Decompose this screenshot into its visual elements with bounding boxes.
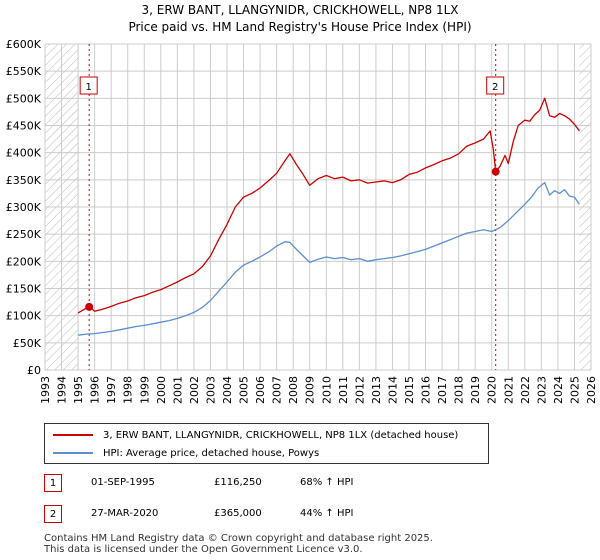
property-price-line — [77, 97, 580, 314]
y-tick-label: £350K — [6, 174, 42, 187]
x-tick-label: 2023 — [535, 376, 548, 404]
x-tick-label: 2007 — [271, 376, 284, 404]
sale-price: £116,250 — [214, 477, 262, 488]
x-tick-label: 1999 — [138, 376, 151, 404]
x-tick-label: 2002 — [188, 376, 201, 404]
x-tick-label: 1993 — [39, 376, 52, 404]
x-tick-label: 2001 — [171, 376, 184, 404]
y-tick-label: £250K — [6, 228, 42, 241]
y-tick-label: £0 — [27, 364, 41, 377]
legend-label-property: 3, ERW BANT, LLANGYNIDR, CRICKHOWELL, NP… — [103, 429, 459, 441]
x-tick-label: 2012 — [353, 376, 366, 404]
sale-number-badge: 2 — [44, 505, 62, 523]
x-tick-label: 2005 — [238, 376, 251, 404]
sale-point — [85, 302, 94, 311]
x-tick-label: 2000 — [155, 376, 168, 404]
sale-row-1: 1 01-SEP-1995 £116,250 68% ↑ HPI — [44, 474, 464, 494]
x-tick-label: 2015 — [403, 376, 416, 404]
sale-date: 01-SEP-1995 — [91, 477, 155, 488]
sale-date: 27-MAR-2020 — [91, 508, 159, 519]
sale-hpi-change: 44% ↑ HPI — [300, 508, 354, 519]
sale-marker-box — [79, 76, 98, 95]
legend-item-hpi: HPI: Average price, detached house, Powy… — [53, 444, 319, 462]
legend-swatch-hpi — [53, 452, 93, 454]
x-tick-label: 2009 — [304, 376, 317, 404]
sale-point — [491, 167, 500, 176]
x-tick-label: 2026 — [585, 376, 598, 404]
legend-label-hpi: HPI: Average price, detached house, Powy… — [103, 447, 320, 459]
x-tick-label: 1996 — [89, 376, 102, 404]
legend-swatch-property — [53, 434, 93, 436]
x-tick-label: 2018 — [453, 376, 466, 404]
y-tick-label: £150K — [6, 283, 42, 296]
x-tick-label: 2025 — [568, 376, 581, 404]
x-tick-label: 2013 — [370, 376, 383, 404]
x-tick-label: 2003 — [204, 376, 217, 404]
x-tick-label: 2004 — [221, 376, 234, 404]
sale-marker-label: 2 — [492, 82, 498, 93]
x-tick-label: 2020 — [486, 376, 499, 404]
x-tick-label: 2014 — [386, 376, 399, 404]
x-tick-label: 2010 — [320, 376, 333, 404]
x-tick-label: 2022 — [519, 376, 532, 404]
legend: 3, ERW BANT, LLANGYNIDR, CRICKHOWELL, NP… — [44, 423, 489, 464]
legend-item-property: 3, ERW BANT, LLANGYNIDR, CRICKHOWELL, NP… — [53, 426, 458, 444]
x-tick-label: 1995 — [72, 376, 85, 404]
sale-marker-label: 1 — [85, 82, 91, 93]
y-tick-label: £50K — [13, 337, 42, 350]
x-tick-label: 2017 — [436, 376, 449, 404]
y-tick-label: £100K — [6, 310, 42, 323]
x-tick-label: 1998 — [122, 376, 135, 404]
x-tick-label: 2021 — [502, 376, 515, 404]
footer-copyright: Contains HM Land Registry data © Crown c… — [44, 533, 433, 544]
sale-row-2: 2 27-MAR-2020 £365,000 44% ↑ HPI — [44, 505, 464, 525]
chart-title: 3, ERW BANT, LLANGYNIDR, CRICKHOWELL, NP… — [141, 3, 459, 17]
x-tick-label: 2016 — [420, 376, 433, 404]
hpi-line — [78, 181, 580, 336]
y-tick-label: £600K — [6, 38, 42, 51]
x-tick-label: 2019 — [469, 376, 482, 404]
sale-hpi-change: 68% ↑ HPI — [300, 477, 354, 488]
y-tick-label: £300K — [6, 201, 42, 214]
y-tick-label: £200K — [6, 255, 42, 268]
y-tick-label: £500K — [6, 92, 42, 105]
y-tick-label: £550K — [6, 65, 42, 78]
chart-subtitle: Price paid vs. HM Land Registry's House … — [128, 20, 472, 34]
x-tick-label: 2006 — [254, 376, 267, 404]
sale-number-badge: 1 — [44, 474, 62, 492]
x-tick-label: 2008 — [287, 376, 300, 404]
y-tick-label: £450K — [6, 120, 42, 133]
price-chart: £0 £50K £100K £150K £200K £250K £300K £350K £400… — [6, 38, 598, 404]
sale-marker-box — [486, 76, 505, 95]
sale-price: £365,000 — [214, 508, 262, 519]
x-tick-label: 1994 — [56, 376, 69, 404]
x-tick-label: 1997 — [105, 376, 118, 404]
y-tick-label: £400K — [6, 147, 42, 160]
x-tick-label: 2011 — [337, 376, 350, 404]
footer-licence: This data is licensed under the Open Gov… — [44, 544, 363, 555]
x-tick-label: 2024 — [552, 376, 565, 404]
